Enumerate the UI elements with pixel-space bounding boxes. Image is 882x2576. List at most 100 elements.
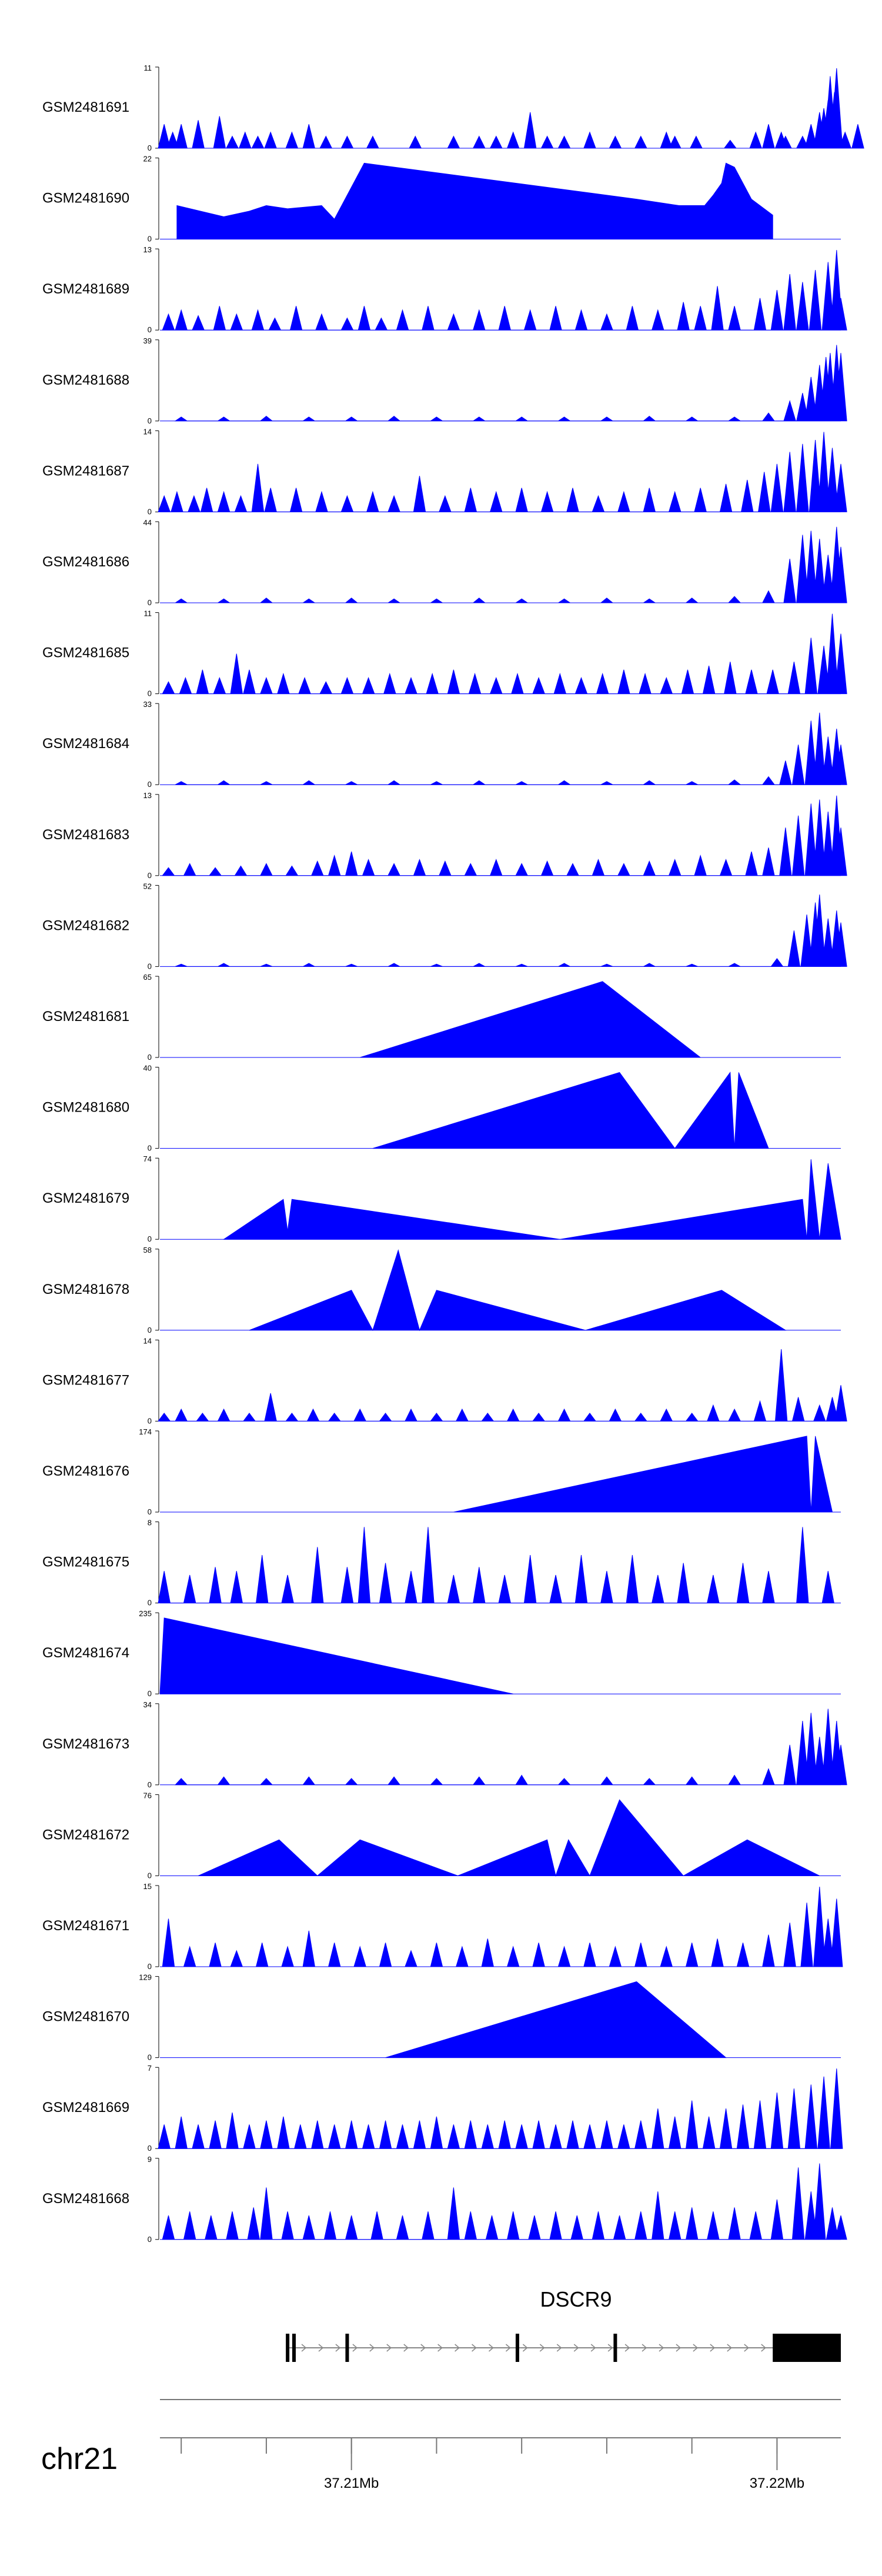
track-label: GSM2481673 — [42, 1736, 129, 1752]
strand-arrow — [761, 2344, 766, 2352]
track-GSM2481686: GSM2481686 44 0 — [42, 518, 847, 607]
track-label: GSM2481678 — [42, 1282, 129, 1297]
coverage-area — [158, 1527, 835, 1604]
track-label: GSM2481682 — [42, 917, 129, 933]
track-label: GSM2481680 — [42, 1100, 129, 1116]
y-axis-min-label: 0 — [148, 1507, 152, 1516]
track-label: GSM2481684 — [42, 736, 129, 752]
strand-arrow — [573, 2344, 579, 2352]
track-GSM2481669: GSM2481669 7 0 — [42, 2064, 843, 2153]
strand-arrow — [607, 2344, 613, 2352]
track-GSM2481676: GSM2481676 174 0 — [42, 1427, 841, 1516]
coverage-area — [249, 1249, 787, 1332]
track-GSM2481678: GSM2481678 58 0 — [42, 1246, 841, 1334]
track-GSM2481680: GSM2481680 40 0 — [42, 1064, 841, 1153]
track-label: GSM2481690 — [42, 191, 129, 206]
coverage-area — [158, 68, 864, 149]
y-axis-max-label: 33 — [143, 700, 152, 709]
y-axis-max-label: 9 — [148, 2155, 152, 2164]
track-label: GSM2481687 — [42, 463, 129, 479]
y-axis-min-label: 0 — [148, 2235, 152, 2244]
track-GSM2481677: GSM2481677 14 0 — [42, 1336, 847, 1425]
track-GSM2481687: GSM2481687 14 0 — [42, 427, 847, 516]
coverage-area — [372, 1071, 769, 1149]
y-axis-max-label: 13 — [143, 245, 152, 254]
strand-arrow — [318, 2344, 324, 2352]
track-label: GSM2481675 — [42, 1554, 129, 1570]
y-axis-min-label: 0 — [148, 1416, 152, 1425]
coverage-area — [162, 795, 847, 876]
y-axis-min-label: 0 — [148, 416, 152, 425]
gene-exon — [292, 2334, 296, 2362]
y-axis-min-label: 0 — [148, 689, 152, 698]
y-axis-min-label: 0 — [148, 1234, 152, 1243]
coverage-area — [162, 1886, 843, 1967]
strand-arrow — [727, 2344, 733, 2352]
y-axis-max-label: 8 — [148, 1519, 152, 1527]
track-GSM2481674: GSM2481674 235 0 — [42, 1609, 841, 1698]
strand-arrow — [710, 2344, 716, 2352]
track-label: GSM2481671 — [42, 1918, 129, 1934]
y-axis-max-label: 11 — [144, 609, 152, 618]
strand-arrow — [420, 2344, 426, 2352]
track-GSM2481671: GSM2481671 15 0 — [42, 1882, 843, 1971]
coverage-area — [162, 2163, 847, 2240]
y-axis-min-label: 0 — [148, 1599, 152, 1607]
y-axis-min-label: 0 — [148, 962, 152, 970]
strand-arrow — [590, 2344, 596, 2352]
gene-exon — [515, 2334, 519, 2362]
y-axis-min-label: 0 — [148, 1326, 152, 1334]
coverage-area — [174, 345, 847, 422]
coverage-area — [158, 1349, 847, 1422]
y-axis-min-label: 0 — [148, 598, 152, 607]
gene-exon — [345, 2334, 349, 2362]
track-label: GSM2481676 — [42, 1463, 129, 1479]
y-axis-min-label: 0 — [148, 1144, 152, 1153]
y-axis-min-label: 0 — [148, 325, 152, 334]
track-GSM2481684: GSM2481684 33 0 — [42, 700, 847, 789]
y-axis-min-label: 0 — [148, 235, 152, 243]
y-axis-max-label: 40 — [143, 1064, 152, 1073]
strand-arrow — [744, 2344, 750, 2352]
y-axis-max-label: 74 — [143, 1154, 152, 1163]
track-GSM2481672: GSM2481672 76 0 — [42, 1791, 841, 1880]
track-label: GSM2481672 — [42, 1827, 129, 1843]
y-axis-max-label: 52 — [143, 882, 152, 890]
strand-arrow — [403, 2344, 409, 2352]
y-axis-min-label: 0 — [148, 1780, 152, 1789]
track-label: GSM2481677 — [42, 1372, 129, 1388]
y-axis-max-label: 58 — [143, 1246, 152, 1254]
coverage-area — [453, 1436, 833, 1513]
track-GSM2481673: GSM2481673 34 0 — [42, 1700, 847, 1789]
track-label: GSM2481686 — [42, 554, 129, 570]
coverage-area — [158, 432, 847, 512]
strand-arrow — [335, 2344, 341, 2352]
track-GSM2481681: GSM2481681 65 0 — [42, 973, 841, 1062]
track-GSM2481688: GSM2481688 39 0 — [42, 336, 847, 425]
y-axis-max-label: 235 — [139, 1609, 152, 1618]
gene-exon-final — [773, 2334, 841, 2362]
track-GSM2481689: GSM2481689 13 0 — [42, 245, 847, 334]
y-axis-max-label: 11 — [144, 64, 152, 72]
y-axis-max-label: 14 — [143, 1336, 152, 1345]
track-label: GSM2481681 — [42, 1009, 129, 1025]
strand-arrow — [505, 2344, 511, 2352]
axis-coordinate-label: 37.22Mb — [750, 2475, 804, 2491]
track-label: GSM2481689 — [42, 281, 129, 297]
y-axis-min-label: 0 — [148, 2053, 152, 2062]
coverage-area — [176, 162, 773, 240]
track-GSM2481670: GSM2481670 129 0 — [42, 1973, 841, 2062]
y-axis-max-label: 44 — [143, 518, 152, 527]
track-GSM2481668: GSM2481668 9 0 — [42, 2155, 847, 2244]
chromosome-label: chr21 — [41, 2442, 118, 2476]
track-label: GSM2481668 — [42, 2191, 129, 2207]
strand-arrow — [642, 2344, 647, 2352]
track-label: GSM2481683 — [42, 827, 129, 843]
strand-arrow — [539, 2344, 545, 2352]
y-axis-min-label: 0 — [148, 1871, 152, 1880]
chromosome-axis: chr21 37.21Mb 37.22Mb — [41, 2399, 841, 2491]
strand-arrow — [301, 2344, 307, 2352]
strand-arrow — [455, 2344, 460, 2352]
y-axis-max-label: 174 — [139, 1427, 152, 1436]
coverage-area — [222, 1159, 841, 1240]
